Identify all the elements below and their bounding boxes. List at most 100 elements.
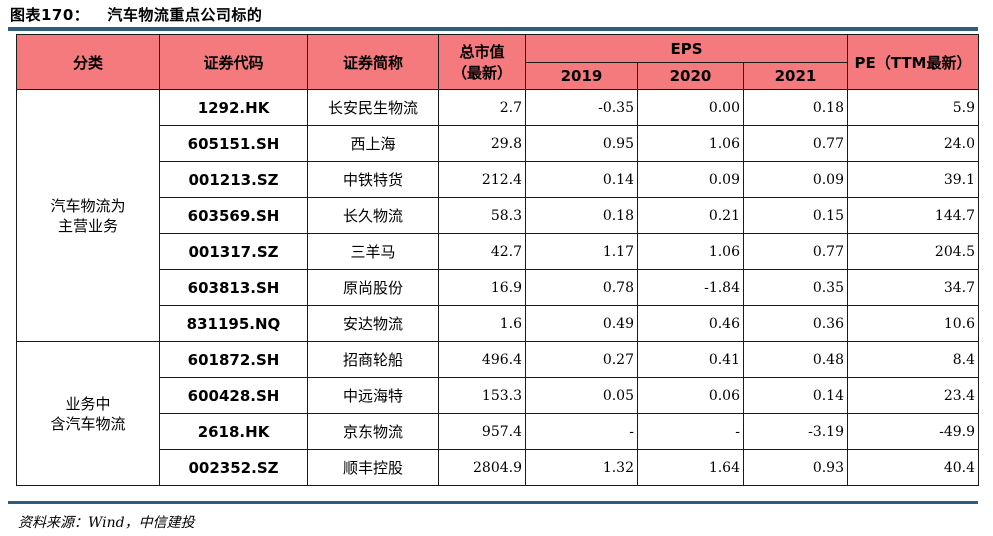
name-cell: 顺丰控股 [307,449,439,486]
eps-2021-cell: 0.35 [743,269,848,306]
header-2019: 2019 [525,62,638,90]
market-cap-cell: 16.9 [438,269,526,306]
code-cell: 002352.SZ [159,449,308,486]
table-row: 业务中 含汽车物流 601872.SH 招商轮船 496.4 0.27 0.41… [16,341,979,486]
eps-2019-cell: - [525,413,638,450]
market-cap-cell: 58.3 [438,197,526,234]
eps-2021-cell: 0.18 [743,89,848,126]
source-note: 资料来源：Wind，中信建投 [18,515,195,531]
market-cap-cell: 29.8 [438,125,526,162]
code-cell: 600428.SH [159,377,308,414]
eps-2021-cell: 0.09 [743,161,848,198]
eps-2020-cell: 1.64 [637,449,744,486]
eps-2021-cell: 0.14 [743,377,848,414]
eps-2020-cell: 0.46 [637,305,744,342]
eps-2019-cell: 0.27 [525,341,638,378]
group-label-line2: 含汽车物流 [50,414,126,433]
market-cap-cell: 957.4 [438,413,526,450]
pe-cell: -49.9 [847,413,979,450]
eps-2020-cell: 0.41 [637,341,744,378]
market-cap-cell: 1.6 [438,305,526,342]
name-cell: 三羊马 [307,233,439,270]
header-eps: EPS [525,34,848,63]
eps-2021-cell: 0.36 [743,305,848,342]
eps-2019-cell: 0.18 [525,197,638,234]
eps-2019-cell: 0.95 [525,125,638,162]
eps-2019-cell: 0.14 [525,161,638,198]
code-cell: 2618.HK [159,413,308,450]
market-cap-cell: 42.7 [438,233,526,270]
eps-2021-cell: 0.93 [743,449,848,486]
pe-cell: 39.1 [847,161,979,198]
market-cap-cell: 153.3 [438,377,526,414]
header-name: 证券简称 [307,34,439,90]
pe-cell: 24.0 [847,125,979,162]
code-cell: 605151.SH [159,125,308,162]
table-row: 002352.SZ 顺丰控股 2804.9 1.32 1.64 0.93 40.… [17,449,979,486]
name-cell: 原尚股份 [307,269,439,306]
header-2020: 2020 [637,62,744,90]
table-row: 603813.SH 原尚股份 16.9 0.78 -1.84 0.35 34.7 [17,269,979,306]
eps-2019-cell: 0.78 [525,269,638,306]
eps-2021-cell: -3.19 [743,413,848,450]
header-market-cap: 总市值 （最新） [438,34,526,90]
eps-2020-cell: 0.21 [637,197,744,234]
eps-2020-cell: 1.06 [637,233,744,270]
code-cell: 831195.NQ [159,305,308,342]
table-row: 汽车物流为 主营业务 1292.HK 长安民生物流 2.7 -0.35 0.00… [16,89,979,342]
eps-2021-cell: 0.77 [743,233,848,270]
pe-cell: 5.9 [847,89,979,126]
group-label-line1: 汽车物流为 [50,196,126,215]
code-cell: 001213.SZ [159,161,308,198]
group-label-line1: 业务中 [65,394,111,413]
pe-cell: 10.6 [847,305,979,342]
header-pe: PE（TTM最新） [847,34,979,90]
chart-title: 图表170： 汽车物流重点公司标的 [10,4,262,25]
eps-2020-cell: - [637,413,744,450]
eps-2020-cell: 1.06 [637,125,744,162]
table-row: 001317.SZ 三羊马 42.7 1.17 1.06 0.77 204.5 [17,233,979,270]
table-row: 2618.HK 京东物流 957.4 - - -3.19 -49.9 [17,413,979,450]
eps-2019-cell: 0.49 [525,305,638,342]
eps-2020-cell: 0.00 [637,89,744,126]
pe-cell: 144.7 [847,197,979,234]
market-cap-cell: 496.4 [438,341,526,378]
market-cap-cell: 2.7 [438,89,526,126]
name-cell: 中铁特货 [307,161,439,198]
eps-2021-cell: 0.15 [743,197,848,234]
header-category: 分类 [16,34,160,90]
table-row: 605151.SH 西上海 29.8 0.95 1.06 0.77 24.0 [17,125,979,162]
name-cell: 招商轮船 [307,341,439,378]
name-cell: 中远海特 [307,377,439,414]
eps-2020-cell: 0.09 [637,161,744,198]
table-row: 600428.SH 中远海特 153.3 0.05 0.06 0.14 23.4 [17,377,979,414]
eps-2019-cell: 1.32 [525,449,638,486]
eps-2019-cell: -0.35 [525,89,638,126]
eps-2021-cell: 0.77 [743,125,848,162]
header-market-cap-line2: （最新） [451,64,512,82]
top-rule [8,27,978,31]
table-row: 603569.SH 长久物流 58.3 0.18 0.21 0.15 144.7 [17,197,979,234]
eps-2021-cell: 0.48 [743,341,848,378]
title-label: 图表170： [10,6,90,24]
title-text: 汽车物流重点公司标的 [107,6,263,24]
pe-cell: 8.4 [847,341,979,378]
pe-cell: 40.4 [847,449,979,486]
name-cell: 长久物流 [307,197,439,234]
stock-table: 分类 证券代码 证券简称 总市值 （最新） EPS PE（TTM最新） 2019… [16,34,979,486]
code-cell: 1292.HK [159,89,308,126]
name-cell: 京东物流 [307,413,439,450]
pe-cell: 34.7 [847,269,979,306]
group-cell: 汽车物流为 主营业务 [16,89,160,342]
name-cell: 西上海 [307,125,439,162]
table-row: 001213.SZ 中铁特货 212.4 0.14 0.09 0.09 39.1 [17,161,979,198]
code-cell: 603813.SH [159,269,308,306]
name-cell: 长安民生物流 [307,89,439,126]
market-cap-cell: 2804.9 [438,449,526,486]
table-row: 831195.NQ 安达物流 1.6 0.49 0.46 0.36 10.6 [17,305,979,342]
eps-2019-cell: 0.05 [525,377,638,414]
code-cell: 601872.SH [159,341,308,378]
group-label-line2: 主营业务 [57,216,118,235]
bottom-rule [8,501,978,504]
pe-cell: 204.5 [847,233,979,270]
